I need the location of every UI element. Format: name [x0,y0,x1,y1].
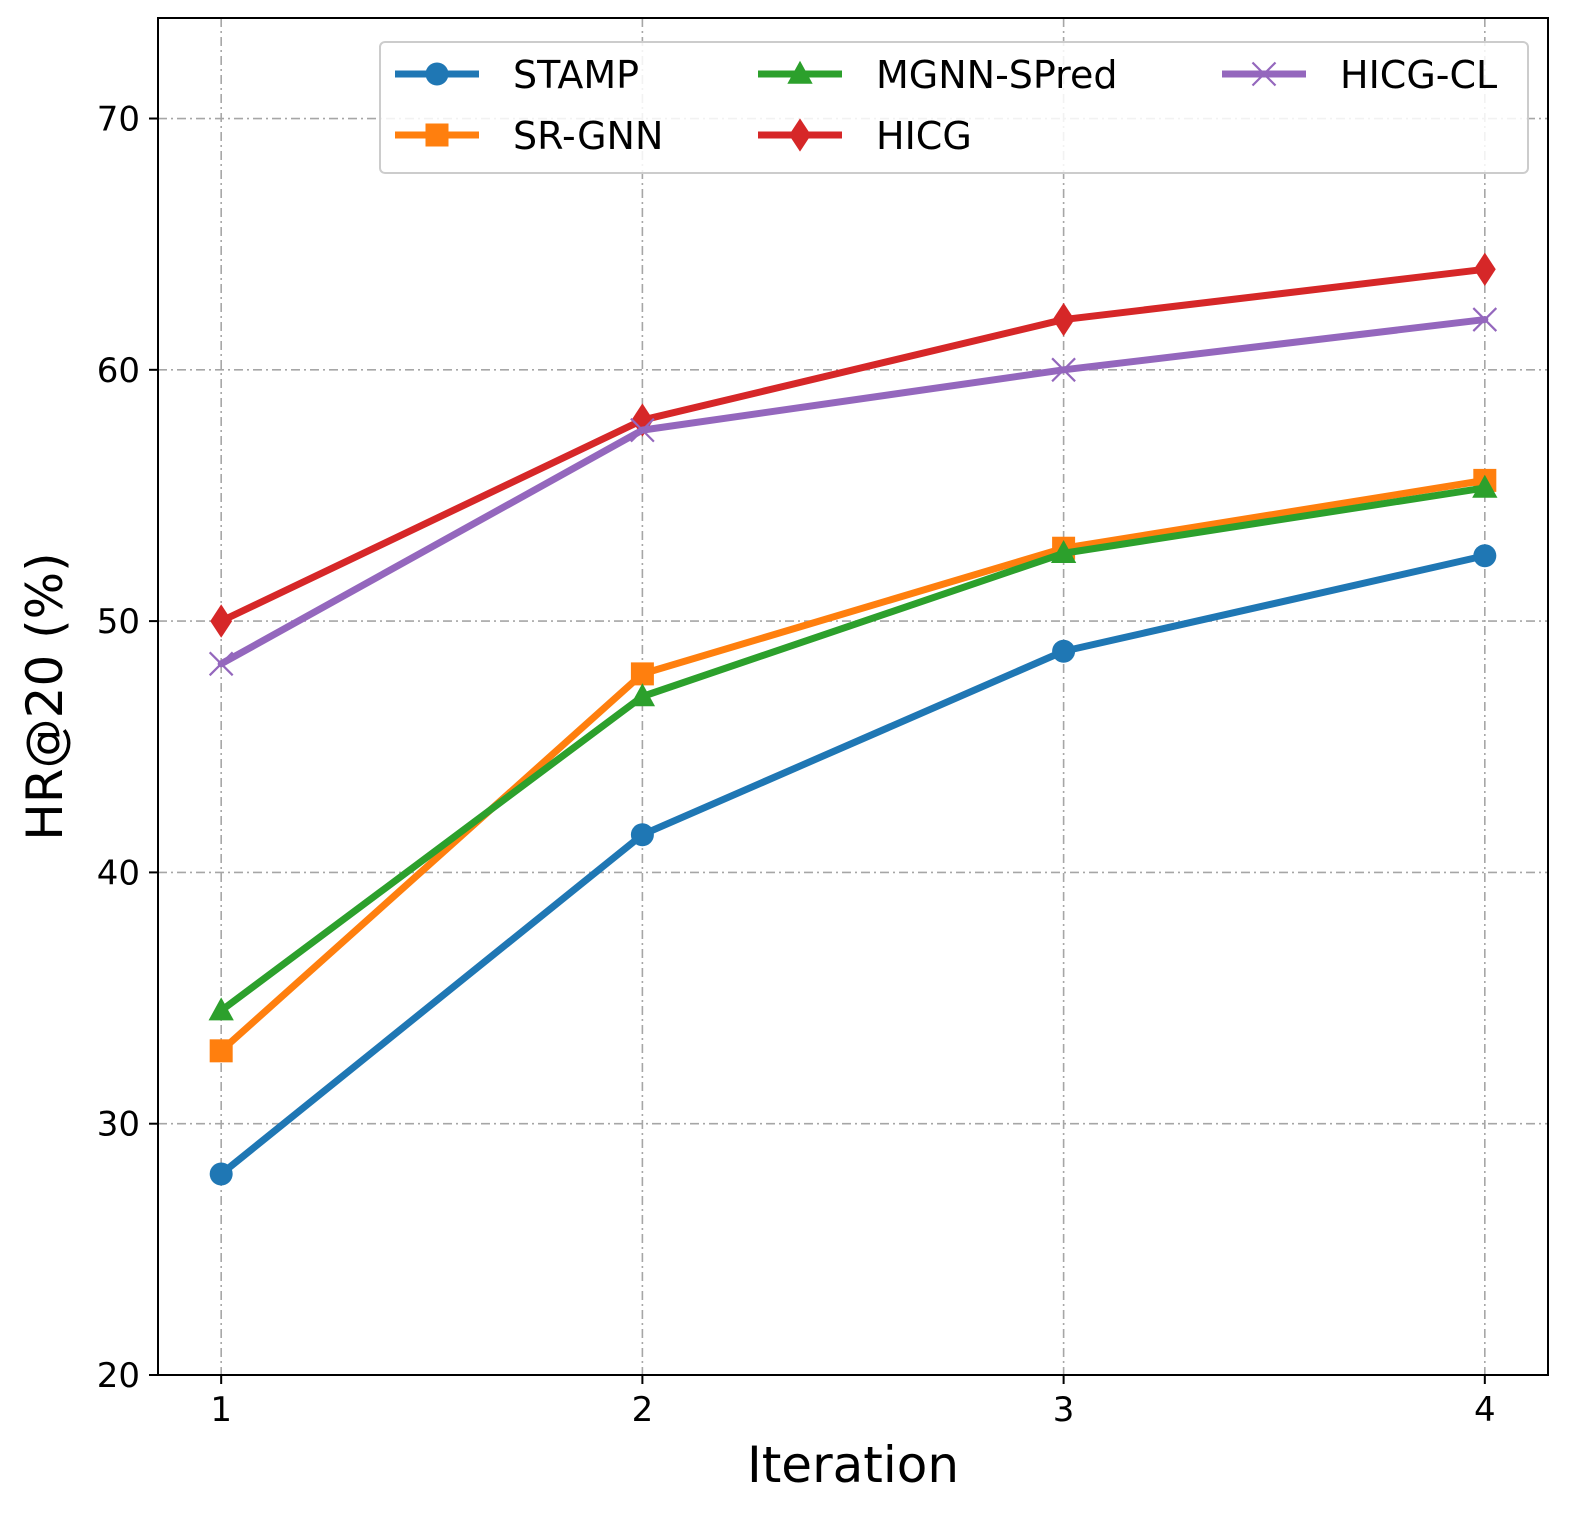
legend-marker [425,123,449,147]
legend-marker [1251,61,1277,87]
x-tick-label: 2 [632,1390,654,1430]
data-point-stamp [630,823,654,847]
data-point-stamp [1473,544,1497,568]
legend-label: STAMP [513,53,639,97]
data-point-hicg-cl [1051,357,1076,383]
y-tick-label: 40 [97,853,140,893]
data-point-hicg [210,604,233,638]
series-line-hicg-cl [217,316,1489,668]
x-axis-label: Iteration [747,1436,959,1494]
legend-item-hicg: HICG [758,114,972,158]
legend-item-sr-gnn: SR-GNN [395,114,663,158]
series-stamp [209,544,1497,1186]
series-line-mgnn-spred [217,484,1489,1015]
data-point-hicg-cl [630,417,655,443]
legend-marker [425,62,449,86]
y-tick-label: 50 [97,602,140,642]
legend-label: SR-GNN [513,114,663,158]
data-point-sr-gnn [209,1039,233,1063]
data-point-hicg [1052,302,1075,337]
axis-ticks: 1 2 3 4 20 30 40 50 60 70 [97,100,1496,1430]
data-point-hicg-cl [208,651,234,677]
data-point-mgnn-spred [629,683,656,707]
x-tick-label: 1 [210,1390,232,1430]
legend-item-stamp: STAMP [395,53,639,97]
legend-item-hicg-cl: HICG-CL [1222,53,1497,97]
x-tick-label: 4 [1474,1390,1496,1430]
plot-frame [157,17,1549,1376]
series-hicg-cl [208,307,1498,677]
grid-lines [158,18,1548,1376]
legend-marker [789,118,811,152]
x-tick-label: 3 [1053,1390,1075,1430]
y-tick-label: 30 [97,1105,140,1145]
series-hicg [210,252,1496,638]
data-point-sr-gnn [630,662,654,686]
series-layer [208,252,1498,1186]
data-point-mgnn-spred [208,997,234,1021]
data-point-stamp [209,1162,233,1186]
data-point-hicg [1473,252,1496,286]
legend-label: HICG [876,114,972,158]
data-point-mgnn-spred [1050,540,1077,564]
series-line-sr-gnn [217,476,1489,1055]
legend-marker [787,60,813,84]
y-axis-label: HR@20 (%) [16,552,74,840]
y-tick-label: 60 [97,351,140,391]
series-sr-gnn [209,468,1497,1063]
y-tick-label: 70 [97,100,140,140]
legend-label: HICG-CL [1340,53,1497,97]
series-mgnn-spred [208,474,1498,1021]
data-point-mgnn-spred [1472,474,1498,498]
data-point-hicg-cl [1472,307,1498,332]
data-point-stamp [1052,639,1076,663]
legend-label: MGNN-SPred [876,53,1117,97]
series-line-hicg [217,265,1489,625]
legend: STAMP SR-GNN MGNN-SPred HICG HICG-CL [379,41,1529,174]
series-line-stamp [217,552,1489,1178]
legend-item-mgnn-spred: MGNN-SPred [758,53,1117,97]
data-point-hicg [631,403,654,437]
y-tick-label: 20 [97,1356,140,1396]
